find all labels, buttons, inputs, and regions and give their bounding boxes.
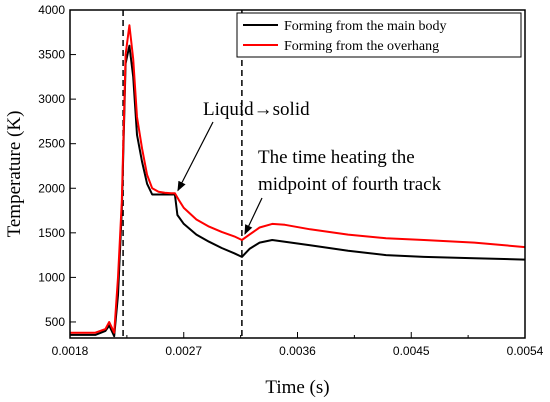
y-tick-label: 3000 bbox=[38, 92, 65, 106]
x-tick-label: 0.0027 bbox=[165, 344, 202, 358]
y-tick-label: 3500 bbox=[38, 48, 65, 62]
y-tick-label: 1500 bbox=[38, 226, 65, 240]
annotation-liquid-solid: Liquid→solid bbox=[203, 99, 310, 120]
y-axis-label: Temperature (K) bbox=[4, 111, 25, 238]
annotations: Liquid→solid The time heating the midpoi… bbox=[177, 99, 442, 235]
axis-ticks: 500 1000 1500 2000 2500 3000 3500 4000 0.0018 0.0… bbox=[38, 3, 543, 358]
legend: Forming from the main body Forming from … bbox=[236, 12, 522, 58]
y-tick-label: 4000 bbox=[38, 3, 65, 17]
annotation-fourth-track-line1: The time heating the bbox=[258, 147, 415, 168]
plot-frame bbox=[69, 9, 526, 339]
y-tick-label: 2500 bbox=[38, 137, 65, 151]
legend-box bbox=[236, 12, 522, 58]
annotation-arrow-fourth-track bbox=[244, 197, 263, 235]
y-tick-label: 500 bbox=[45, 315, 65, 329]
y-tick-label: 1000 bbox=[38, 270, 65, 284]
x-tick-label: 0.0036 bbox=[279, 344, 316, 358]
x-tick-label: 0.0054 bbox=[507, 344, 544, 358]
series-lines bbox=[70, 24, 526, 338]
series-line-1 bbox=[70, 24, 526, 334]
annotation-fourth-track-line2: midpoint of fourth track bbox=[258, 174, 442, 195]
annotation-arrow-liquid-solid bbox=[177, 121, 214, 192]
x-tick-label: 0.0045 bbox=[393, 344, 430, 358]
legend-entry-overhang: Forming from the overhang bbox=[284, 39, 439, 54]
y-tick-label: 2000 bbox=[38, 181, 65, 195]
reference-lines bbox=[122, 10, 243, 338]
x-axis-label: Time (s) bbox=[265, 377, 329, 398]
legend-entry-main-body: Forming from the main body bbox=[284, 19, 447, 34]
x-tick-label: 0.0018 bbox=[52, 344, 89, 358]
